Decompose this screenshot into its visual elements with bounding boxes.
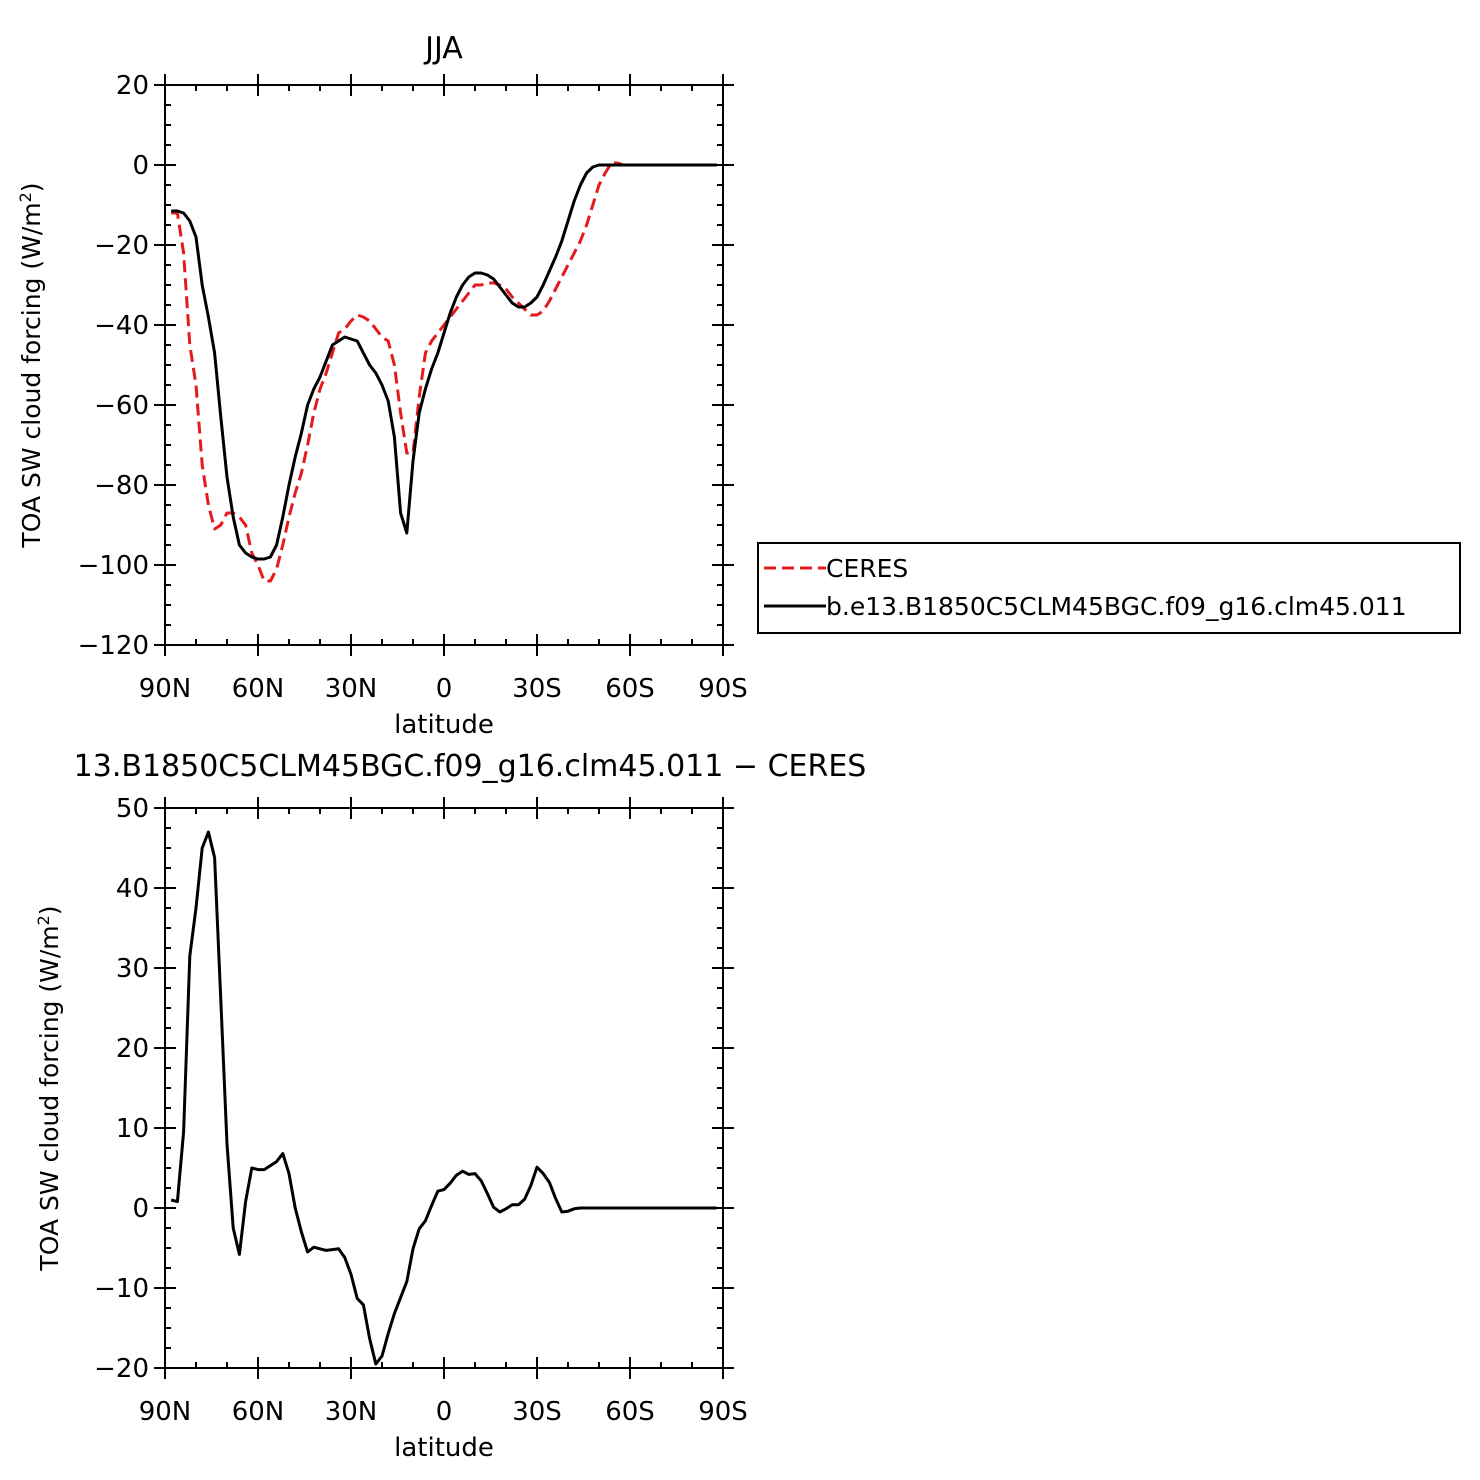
y-tick-label: −120: [78, 631, 149, 661]
chart-panel-2: 13.B1850C5CLM45BGC.f09_g16.clm45.011 − C…: [34, 749, 867, 1463]
y-tick-label: 0: [132, 1194, 149, 1224]
x-tick-label: 60N: [232, 674, 285, 704]
chart-title: 13.B1850C5CLM45BGC.f09_g16.clm45.011 − C…: [74, 749, 867, 784]
x-tick-label: 60N: [232, 1397, 285, 1427]
y-axis-label-superscript: 2: [16, 192, 35, 202]
series-line-b-e13-b1850c5clm45bgc-f09-g16-clm45-011: [171, 163, 717, 561]
y-axis-label-text: TOA SW cloud forcing (W/m: [17, 202, 46, 548]
y-tick-label: −60: [94, 391, 149, 421]
y-tick-label: −100: [78, 551, 149, 581]
y-tick-label: 30: [116, 954, 149, 984]
x-tick-label: 30S: [512, 674, 562, 704]
y-axis-label: TOA SW cloud forcing (W/m2): [16, 182, 47, 548]
y-tick-label: −20: [94, 231, 149, 261]
y-tick-label: −10: [94, 1274, 149, 1304]
x-tick-label: 90S: [698, 674, 748, 704]
x-tick-label: 90N: [139, 1397, 192, 1427]
x-tick-label: 60S: [605, 674, 655, 704]
x-tick-label: 90N: [139, 674, 192, 704]
x-tick-label: 30N: [325, 1397, 378, 1427]
legend-box: [757, 542, 1461, 634]
legend-entry: b.e13.B1850C5CLM45BGC.f09_g16.clm45.011: [826, 592, 1407, 621]
plot-frame: [164, 807, 724, 1369]
y-tick-label: 0: [132, 151, 149, 181]
x-tick-label: 90S: [698, 1397, 748, 1427]
x-tick-label: 30N: [325, 674, 378, 704]
y-tick-label: 10: [116, 1114, 149, 1144]
x-tick-label: 0: [436, 674, 453, 704]
y-tick-label: 20: [116, 71, 149, 101]
chart-panel-1: JJA 90N 60N 30N 0 30S 60S 90S −120 −100 −80 −60 −40 −…: [16, 31, 1461, 740]
chart-title: JJA: [423, 31, 463, 66]
y-tick-label: 50: [116, 794, 149, 824]
series-line-1: [170, 830, 717, 1366]
legend: CERES b.e13.B1850C5CLM45BGC.f09_g16.clm45…: [757, 542, 1461, 634]
legend-entry: CERES: [826, 554, 908, 583]
x-axis-label: latitude: [394, 710, 494, 740]
x-tick-label: 60S: [605, 1397, 655, 1427]
y-axis-label-end: ): [17, 182, 46, 192]
y-tick-label: 20: [116, 1034, 149, 1064]
x-axis-label: latitude: [394, 1433, 494, 1463]
y-axis-label-end: ): [35, 905, 64, 915]
series-line-ceres: [171, 161, 717, 583]
y-tick-label: −80: [94, 471, 149, 501]
x-tick-label: 0: [436, 1397, 453, 1427]
y-axis-label-superscript: 2: [34, 915, 53, 925]
x-tick-label: 30S: [512, 1397, 562, 1427]
y-tick-label: −40: [94, 311, 149, 341]
plot-frame: [164, 84, 724, 646]
y-tick-label: 40: [116, 874, 149, 904]
y-axis-label: TOA SW cloud forcing (W/m2): [34, 905, 65, 1271]
y-tick-label: −20: [94, 1354, 149, 1384]
y-axis-label-text: TOA SW cloud forcing (W/m: [35, 925, 64, 1271]
